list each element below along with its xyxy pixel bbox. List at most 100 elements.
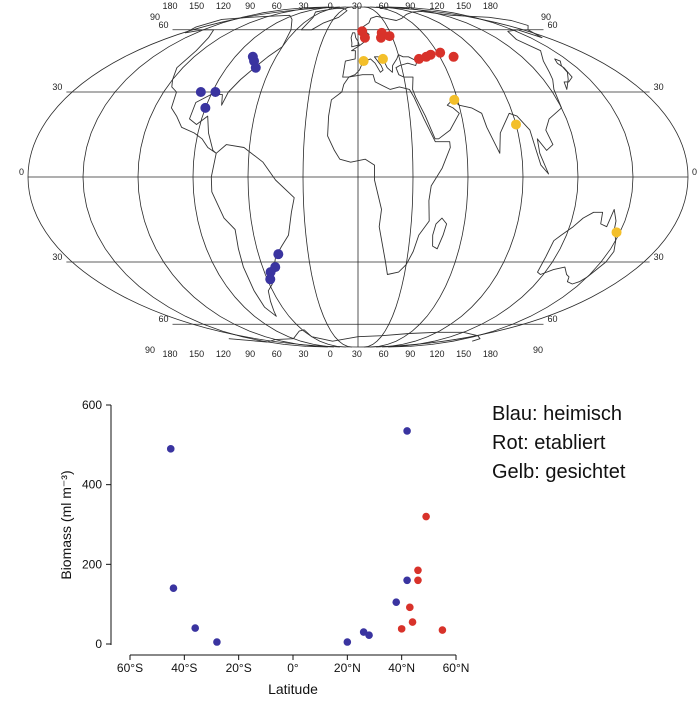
x-tick-label: 40°N bbox=[388, 661, 415, 675]
coastline-antarctica bbox=[228, 329, 481, 343]
map-marker-native bbox=[247, 51, 258, 62]
coastline-australia bbox=[537, 208, 617, 285]
map-marker-native bbox=[265, 274, 276, 285]
lat-label-right: 60 bbox=[547, 20, 557, 30]
scatter-point bbox=[365, 631, 373, 640]
map-marker-established bbox=[435, 47, 446, 58]
bottom-lon-label: 150 bbox=[456, 349, 471, 359]
scatter-point bbox=[191, 624, 199, 632]
scatter-point bbox=[414, 566, 422, 575]
scatter-point bbox=[422, 512, 430, 521]
scatter-point bbox=[403, 576, 411, 585]
x-tick-label: 0° bbox=[287, 661, 299, 675]
coastline-africa bbox=[327, 74, 451, 275]
map-marker-native bbox=[265, 267, 276, 278]
scatter-point bbox=[343, 638, 352, 646]
top-lon-label: 150 bbox=[456, 1, 471, 11]
top-lon-label: 60 bbox=[379, 1, 389, 11]
map-marker-sighted bbox=[449, 94, 460, 105]
x-axis-label: Latitude bbox=[268, 681, 318, 697]
map-marker-native bbox=[195, 87, 206, 97]
top-lon-label: 120 bbox=[429, 1, 444, 11]
scatter-point bbox=[403, 427, 411, 435]
map-marker-established bbox=[448, 51, 459, 62]
top-lon-label: 120 bbox=[216, 1, 231, 11]
map-marker-established bbox=[384, 31, 395, 42]
lat-label-left: 0 bbox=[19, 167, 24, 177]
x-tick-label: 20°S bbox=[226, 661, 252, 675]
scatter-point bbox=[414, 576, 422, 585]
coastline-madagascar bbox=[432, 217, 448, 250]
lat-label-left: 30 bbox=[52, 252, 62, 262]
bottom-lon-label: 180 bbox=[162, 349, 177, 359]
coastline-japan bbox=[554, 58, 573, 90]
bottom-lon-label: 0 bbox=[328, 349, 333, 359]
top-lon-label: 90 bbox=[405, 1, 415, 11]
map-marker-native bbox=[273, 249, 284, 260]
x-tick-label: 40°S bbox=[171, 661, 197, 675]
y-tick-label: 200 bbox=[82, 557, 102, 571]
y-tick-label: 400 bbox=[82, 478, 102, 492]
top-lon-label: 180 bbox=[483, 1, 498, 11]
top-lon-label: 60 bbox=[272, 1, 282, 11]
bottom-lon-label: 180 bbox=[483, 349, 498, 359]
legend-native: Blau: heimisch bbox=[492, 403, 623, 425]
top-lon-label: 180 bbox=[162, 1, 177, 11]
top-lon-label: 30 bbox=[352, 1, 362, 11]
top-lon-label: 150 bbox=[189, 1, 204, 11]
y-tick-label: 0 bbox=[95, 637, 102, 651]
map-marker-sighted bbox=[377, 53, 388, 64]
bottom-lon-label: 30 bbox=[298, 349, 308, 359]
scatter-point bbox=[408, 618, 417, 626]
corner-label: 90 bbox=[150, 12, 160, 22]
scatter-point bbox=[438, 626, 447, 634]
y-axis-label: Biomass (ml m⁻³) bbox=[58, 470, 74, 579]
coastline-south-america bbox=[210, 144, 295, 317]
bottom-lon-label: 90 bbox=[405, 349, 415, 359]
bottom-lon-label: 150 bbox=[189, 349, 204, 359]
corner-label: 90 bbox=[541, 12, 551, 22]
map-marker-sighted bbox=[358, 56, 369, 67]
map-marker-native bbox=[210, 87, 221, 97]
legend-established: Rot: etabliert bbox=[492, 432, 606, 454]
map-marker-established bbox=[376, 27, 387, 38]
legend-sighted: Gelb: gesichtet bbox=[492, 461, 626, 483]
chart-points bbox=[166, 427, 447, 646]
bottom-lon-label: 120 bbox=[216, 349, 231, 359]
lat-label-left: 60 bbox=[158, 314, 168, 324]
x-tick-label: 60°S bbox=[117, 661, 143, 675]
map-marker-sighted bbox=[611, 227, 622, 238]
x-tick-label: 20°N bbox=[334, 661, 361, 675]
scatter-point bbox=[392, 598, 401, 606]
lat-label-left: 30 bbox=[52, 82, 62, 92]
scatter-point bbox=[166, 445, 175, 453]
map-marker-native bbox=[200, 102, 211, 113]
chart-axes: 0 200 400 600 60°S 40°S 20°S 0° 20°N 40°N 60°N bbox=[82, 398, 469, 675]
coastline-british-isles bbox=[350, 32, 360, 48]
map-markers bbox=[195, 26, 622, 285]
top-lon-label: 30 bbox=[298, 1, 308, 11]
map-marker-established bbox=[359, 32, 370, 43]
bottom-lon-label: 60 bbox=[272, 349, 282, 359]
lat-label-right: 30 bbox=[654, 82, 664, 92]
bottom-lon-label: 120 bbox=[429, 349, 444, 359]
coastline-north-america bbox=[170, 14, 293, 154]
lat-label-right: 30 bbox=[654, 252, 664, 262]
top-lon-label: 90 bbox=[245, 1, 255, 11]
bottom-lon-label: 60 bbox=[379, 349, 389, 359]
scatter-point bbox=[169, 584, 178, 593]
top-lon-label: 0 bbox=[328, 1, 333, 11]
corner-label: 90 bbox=[533, 345, 543, 355]
corner-label: 90 bbox=[145, 345, 155, 355]
map-marker-established bbox=[425, 49, 436, 60]
color-legend: Blau: heimisch Rot: etabliert Gelb: gesi… bbox=[492, 400, 625, 487]
bottom-lon-label: 90 bbox=[245, 349, 255, 359]
map-marker-established bbox=[413, 53, 424, 64]
lat-label-right: 60 bbox=[547, 314, 557, 324]
coastline-greenland bbox=[300, 7, 348, 31]
scatter-point bbox=[213, 638, 221, 646]
scatter-point bbox=[406, 603, 414, 612]
